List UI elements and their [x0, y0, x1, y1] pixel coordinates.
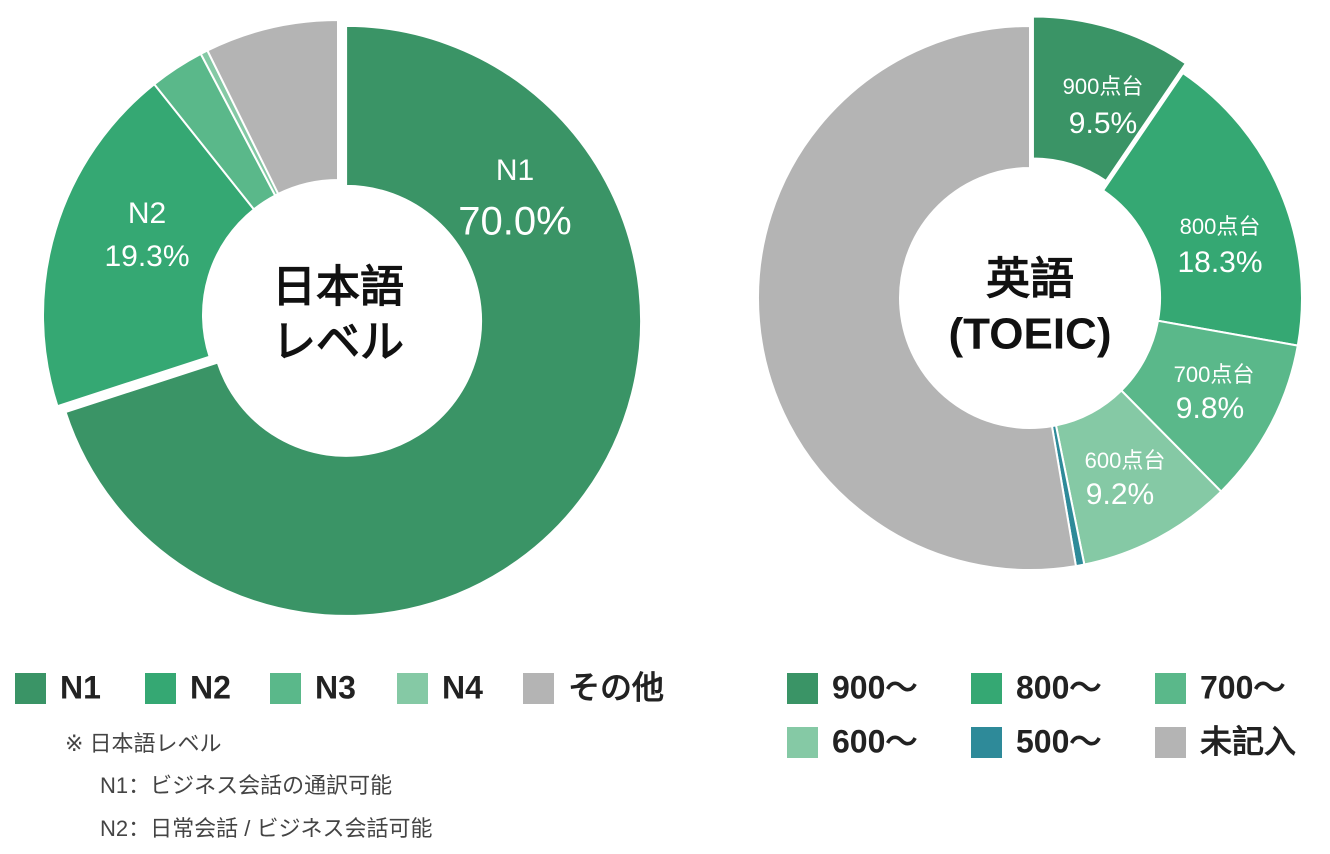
legend-swatch	[971, 727, 1002, 758]
legend-swatch	[397, 673, 428, 704]
legend-swatch	[270, 673, 301, 704]
legend-label: N1	[60, 669, 101, 705]
slice-label: 800点台	[1180, 214, 1261, 239]
legend-label: 未記入	[1200, 723, 1296, 759]
center-label: (TOEIC)	[949, 310, 1112, 359]
legend-label: 700～	[1200, 669, 1285, 705]
legend-swatch	[523, 673, 554, 704]
legend-label: N4	[442, 669, 483, 705]
note: ※ 日本語レベル	[65, 731, 222, 756]
legend-label: N2	[190, 669, 231, 705]
legend-swatch	[971, 673, 1002, 704]
legend-label: N3	[315, 669, 356, 705]
value-label: 9.5%	[1069, 107, 1137, 140]
note: N2：日常会話 / ビジネス会話可能	[100, 816, 432, 841]
center-label: 英語	[986, 255, 1074, 304]
slice-label: N2	[128, 197, 166, 230]
legend-swatch	[145, 673, 176, 704]
slice	[757, 24, 1078, 571]
slice	[1031, 15, 1188, 183]
value-label: 19.3%	[104, 240, 189, 273]
slice	[206, 18, 339, 196]
value-label: 9.2%	[1086, 478, 1154, 511]
legend-swatch	[1155, 673, 1186, 704]
slice-label: 600点台	[1085, 448, 1166, 473]
slice-label: N1	[496, 154, 534, 187]
legend-label: 900～	[832, 669, 917, 705]
legend-label: その他	[568, 669, 664, 705]
center-label: 日本語	[272, 263, 404, 312]
value-label: 9.8%	[1176, 392, 1244, 425]
legend-label: 600～	[832, 723, 917, 759]
center-label: レベル	[272, 318, 404, 367]
legend-swatch	[787, 727, 818, 758]
slice-label: 900点台	[1063, 74, 1144, 99]
legend-swatch	[15, 673, 46, 704]
note: N1：ビジネス会話の通訳可能	[100, 773, 392, 798]
legend-swatch	[1155, 727, 1186, 758]
slice	[1101, 71, 1303, 347]
slice	[64, 24, 643, 617]
slice-label: 700点台	[1174, 362, 1255, 387]
legend-label: 800～	[1016, 669, 1101, 705]
value-label: 70.0%	[458, 200, 571, 244]
legend-label: 500～	[1016, 723, 1101, 759]
legend-swatch	[787, 673, 818, 704]
slice	[42, 82, 256, 408]
value-label: 18.3%	[1177, 246, 1262, 279]
